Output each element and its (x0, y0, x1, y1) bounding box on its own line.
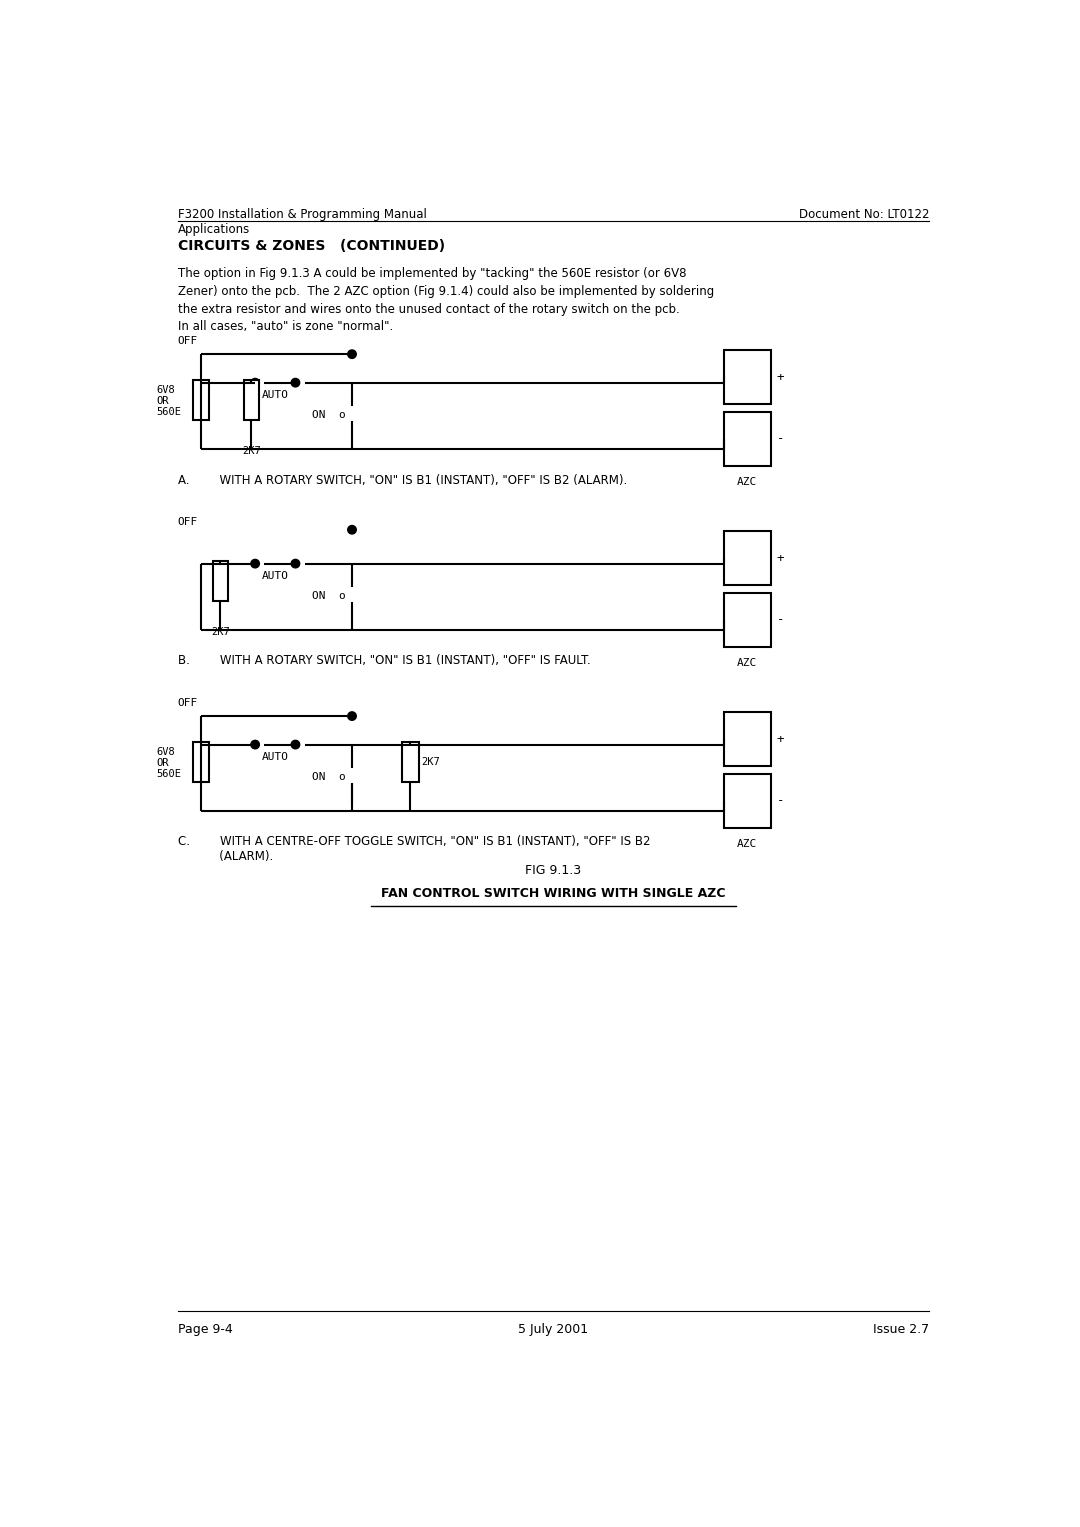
Text: -: - (777, 432, 784, 446)
Text: AZC: AZC (738, 840, 757, 849)
Bar (724, 350, 770, 405)
Circle shape (251, 559, 259, 568)
Bar (724, 592, 770, 647)
Text: Document No: LT0122: Document No: LT0122 (799, 208, 930, 221)
Text: AZC: AZC (738, 658, 757, 669)
Bar (243, 380, 259, 420)
Text: F3200 Installation & Programming Manual
Applications: F3200 Installation & Programming Manual … (177, 208, 427, 235)
Bar (402, 742, 419, 782)
Bar (724, 412, 770, 466)
Text: +: + (777, 371, 784, 383)
Circle shape (292, 741, 299, 748)
Bar (193, 380, 208, 420)
Text: 560E: 560E (157, 406, 181, 417)
Circle shape (292, 379, 299, 386)
Circle shape (292, 559, 299, 568)
Text: FAN CONTROL SWITCH WIRING WITH SINGLE AZC: FAN CONTROL SWITCH WIRING WITH SINGLE AZ… (381, 887, 726, 899)
Text: AUTO: AUTO (261, 571, 288, 580)
Text: OFF: OFF (177, 518, 198, 527)
Bar (213, 562, 228, 602)
Text: -: - (777, 794, 784, 808)
Text: OR: OR (157, 395, 170, 406)
Text: 2K7: 2K7 (242, 446, 260, 457)
Circle shape (348, 525, 356, 534)
Text: -: - (777, 614, 784, 626)
Text: OFF: OFF (177, 698, 198, 709)
Text: FIG 9.1.3: FIG 9.1.3 (526, 864, 581, 876)
Text: AUTO: AUTO (261, 751, 288, 762)
Text: B.        WITH A ROTARY SWITCH, "ON" IS B1 (INSTANT), "OFF" IS FAULT.: B. WITH A ROTARY SWITCH, "ON" IS B1 (INS… (177, 655, 591, 667)
Text: ON  o: ON o (312, 411, 346, 420)
Text: 6V8: 6V8 (157, 747, 175, 757)
Text: 5 July 2001: 5 July 2001 (518, 1324, 589, 1336)
Text: 2K7: 2K7 (421, 757, 440, 767)
Text: 560E: 560E (157, 768, 181, 779)
Circle shape (251, 741, 259, 748)
Text: 6V8: 6V8 (157, 385, 175, 395)
Text: C.        WITH A CENTRE-OFF TOGGLE SWITCH, "ON" IS B1 (INSTANT), "OFF" IS B2
   : C. WITH A CENTRE-OFF TOGGLE SWITCH, "ON"… (177, 835, 650, 863)
Text: Issue 2.7: Issue 2.7 (874, 1324, 930, 1336)
Text: In all cases, "auto" is zone "normal".: In all cases, "auto" is zone "normal". (177, 319, 393, 333)
Text: +: + (777, 733, 784, 745)
Text: ON  o: ON o (312, 591, 346, 602)
Text: Page 9-4: Page 9-4 (177, 1324, 232, 1336)
Text: ON  o: ON o (312, 773, 346, 782)
Bar (193, 742, 208, 782)
Text: CIRCUITS & ZONES   (CONTINUED): CIRCUITS & ZONES (CONTINUED) (177, 238, 445, 252)
Text: The option in Fig 9.1.3 A could be implemented by "tacking" the 560E resistor (o: The option in Fig 9.1.3 A could be imple… (177, 267, 714, 316)
Bar (724, 774, 770, 828)
Bar (724, 531, 770, 585)
Bar (724, 712, 770, 767)
Text: 2K7: 2K7 (211, 628, 230, 637)
Text: AZC: AZC (738, 478, 757, 487)
Circle shape (348, 712, 356, 721)
Circle shape (251, 379, 259, 386)
Circle shape (348, 350, 356, 359)
Text: +: + (777, 551, 784, 565)
Text: OR: OR (157, 757, 170, 768)
Text: AUTO: AUTO (261, 389, 288, 400)
Text: OFF: OFF (177, 336, 198, 347)
Text: A.        WITH A ROTARY SWITCH, "ON" IS B1 (INSTANT), "OFF" IS B2 (ALARM).: A. WITH A ROTARY SWITCH, "ON" IS B1 (INS… (177, 473, 626, 487)
